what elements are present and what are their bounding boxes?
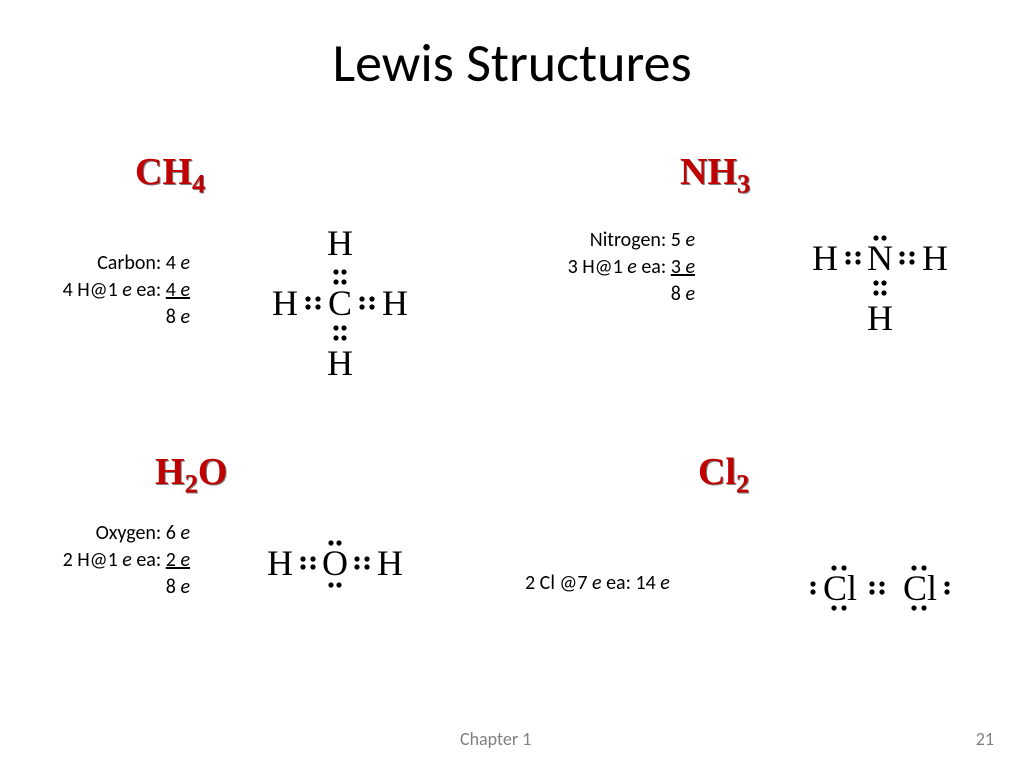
atom-h-l: H [267, 543, 293, 583]
t: e [180, 305, 190, 329]
t: 2 Cl @7 [525, 571, 592, 595]
t: ea: 14 [602, 571, 661, 595]
t: 4 [166, 278, 181, 302]
t: e [685, 255, 695, 279]
atom-o: O [322, 543, 348, 583]
atom-cl-r: Cl [903, 568, 937, 608]
lewis-h2o: O H H [225, 510, 445, 620]
t: e [180, 548, 190, 572]
t: Oxygen: 6 [96, 521, 181, 545]
lewis-nh3: N H H H [770, 210, 990, 380]
atom-h-b: H [867, 298, 893, 338]
t: 4 H@1 [63, 278, 123, 302]
atom-n: N [867, 238, 893, 278]
t: 3 [671, 255, 686, 279]
t: e [592, 571, 602, 595]
info-cl2: 2 Cl @7 e ea: 14 e [525, 570, 725, 597]
t: e [627, 255, 637, 279]
atom-cl-l: Cl [823, 568, 857, 608]
t: 3 H@1 [568, 255, 628, 279]
t: e [180, 575, 190, 599]
lewis-ch4: C H H H H [230, 200, 450, 410]
t: Carbon: 4 [97, 251, 180, 275]
formula-nh3-sub: 3 [737, 169, 750, 199]
formula-cl2-main: Cl [698, 451, 736, 493]
atom-h-top: H [327, 223, 353, 263]
t: 8 [671, 282, 686, 306]
t: ea: [132, 278, 166, 302]
info-ch4: Carbon: 4 e 4 H@1 e ea: 4 e 8 e [20, 250, 190, 331]
t: 4 e [166, 278, 190, 302]
atom-h-bot: H [327, 343, 353, 383]
footer-page: 21 [976, 728, 994, 750]
formula-h2o: H2O [155, 450, 227, 500]
formula-h2o-a: H [155, 451, 185, 493]
t: 2 e [166, 548, 190, 572]
t: e [685, 282, 695, 306]
atom-h-left: H [272, 283, 298, 323]
footer-chapter: Chapter 1 [460, 728, 531, 750]
atom-h-r: H [377, 543, 403, 583]
formula-ch4: CH4 [135, 150, 205, 200]
t: e [660, 571, 670, 595]
lewis-cl2: Cl Cl [755, 540, 1005, 640]
atom-h-r: H [922, 238, 948, 278]
t: 3 e [671, 255, 695, 279]
t: ea: [637, 255, 671, 279]
info-nh3: Nitrogen: 5 e 3 H@1 e ea: 3 e 8 e [525, 227, 695, 308]
t: Nitrogen: 5 [590, 228, 686, 252]
t: e [122, 278, 132, 302]
atom-h-right: H [382, 283, 408, 323]
t: 2 [166, 548, 181, 572]
t: e [122, 548, 132, 572]
formula-ch4-sub: 4 [192, 169, 205, 199]
formula-h2o-sub: 2 [185, 469, 198, 499]
t: e [685, 228, 695, 252]
t: 8 [166, 305, 181, 329]
atom-c: C [328, 283, 352, 323]
info-h2o: Oxygen: 6 e 2 H@1 e ea: 2 e 8 e [20, 520, 190, 601]
t: 2 H@1 [63, 548, 123, 572]
formula-cl2: Cl2 [698, 450, 749, 500]
t: ea: [132, 548, 166, 572]
formula-cl2-sub: 2 [736, 469, 749, 499]
page-title: Lewis Structures [0, 30, 1024, 96]
formula-h2o-b: O [198, 451, 228, 493]
t: e [180, 251, 190, 275]
formula-nh3: NH3 [680, 150, 750, 200]
t: e [180, 278, 190, 302]
formula-nh3-main: NH [680, 151, 737, 193]
t: 8 [166, 575, 181, 599]
atom-h-l: H [812, 238, 838, 278]
formula-ch4-main: CH [135, 151, 192, 193]
t: e [180, 521, 190, 545]
